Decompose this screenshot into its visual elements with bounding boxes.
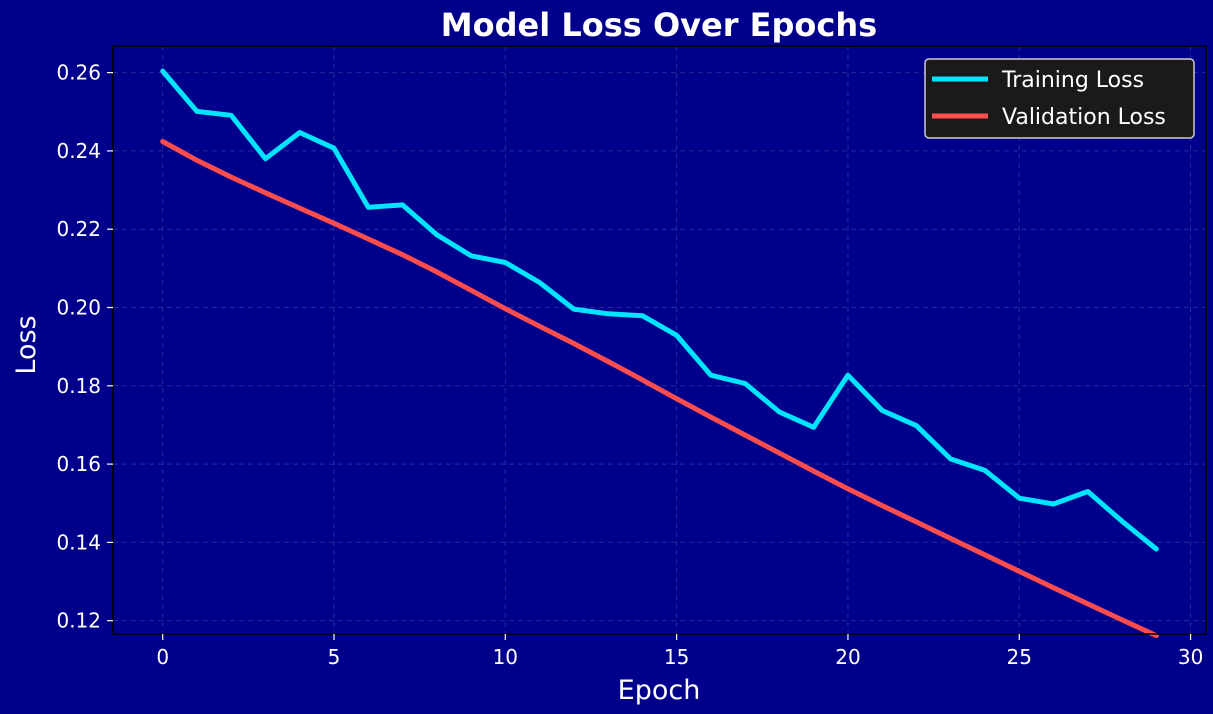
x-tick-label: 25 <box>1007 645 1032 669</box>
y-tick-label: 0.18 <box>56 374 101 398</box>
series-line-validation-loss <box>160 139 1159 639</box>
y-tick-label: 0.16 <box>56 452 101 476</box>
grid <box>113 46 1206 634</box>
y-tick-label: 0.24 <box>56 139 101 163</box>
x-tick-label: 15 <box>664 645 689 669</box>
x-tick-label: 10 <box>493 645 518 669</box>
x-tick-label: 5 <box>328 645 341 669</box>
y-tick-label: 0.14 <box>56 530 101 554</box>
legend: Training Loss Validation Loss <box>924 58 1195 139</box>
legend-label-training-loss: Training Loss <box>1001 68 1144 93</box>
y-tick-label: 0.22 <box>56 217 101 241</box>
x-axis-label: Epoch <box>618 675 701 706</box>
y-tick-label: 0.12 <box>56 609 101 633</box>
x-tick-label: 30 <box>1178 645 1203 669</box>
legend-label-validation-loss: Validation Loss <box>1002 105 1166 130</box>
legend-box <box>924 58 1195 139</box>
y-axis-ticks: 0.12 0.14 0.16 0.18 0.20 0.22 0.24 0.26 <box>56 61 113 633</box>
series-layer <box>160 68 1159 639</box>
series-line-training-loss <box>160 68 1159 552</box>
y-axis-label: Loss <box>11 315 42 374</box>
plot-frame <box>112 45 1207 635</box>
chart-title: Model Loss Over Epochs <box>441 6 877 44</box>
x-axis-ticks: 0 5 10 15 20 25 30 <box>156 634 1203 669</box>
plot-background <box>113 46 1206 634</box>
y-tick-label: 0.26 <box>56 61 101 85</box>
y-tick-label: 0.20 <box>56 296 101 320</box>
x-tick-label: 0 <box>156 645 169 669</box>
x-tick-label: 20 <box>835 645 860 669</box>
